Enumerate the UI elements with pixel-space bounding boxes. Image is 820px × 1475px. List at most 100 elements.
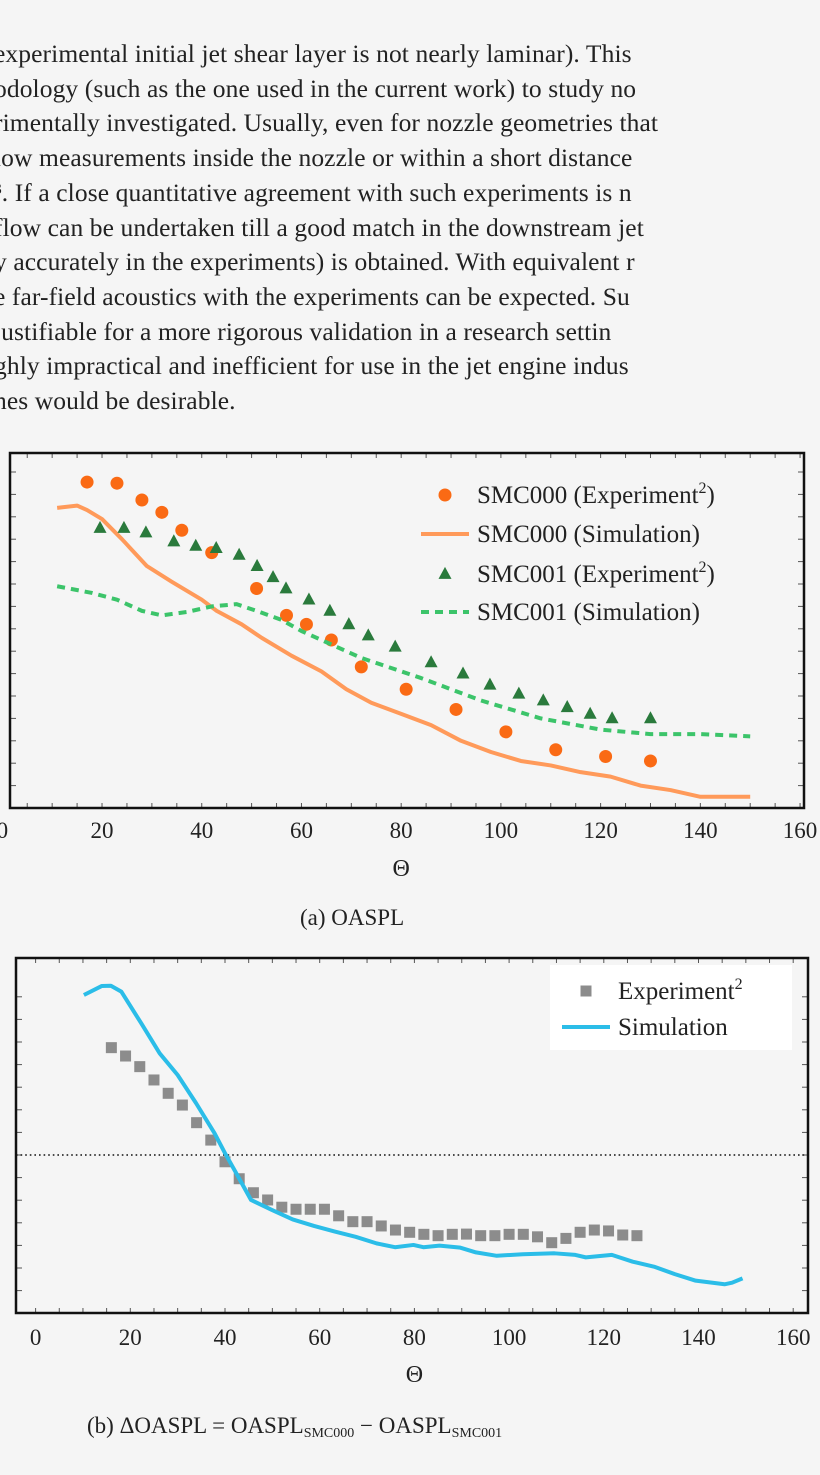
- legend-label: SMC001 (Simulation): [477, 599, 700, 626]
- legend-label: Experiment2: [618, 976, 743, 1005]
- data-point-triangle: [512, 686, 526, 699]
- legend-superscript: 2: [699, 559, 707, 576]
- data-point-square: [347, 1216, 359, 1228]
- caption-b-prefix: (b) ΔOASPL = OASPL: [87, 1413, 304, 1438]
- data-point-triangle: [424, 655, 438, 668]
- data-point-circle: [599, 749, 613, 763]
- data-point-square: [262, 1194, 274, 1206]
- series-smc000-simulation-: [56, 503, 751, 799]
- series-line: [82, 983, 744, 1287]
- data-point-circle: [280, 608, 294, 622]
- legend-label: SMC000 (Simulation): [477, 521, 700, 548]
- x-axis-label: Θ: [406, 1362, 423, 1388]
- data-point-circle: [175, 523, 189, 537]
- data-point-square: [631, 1230, 643, 1242]
- chart-1: 0 20 40 60 80 100 120 140 160 Θ Experiment2 Simulat…: [14, 956, 811, 1388]
- text-line: rimentally investigated. Usually, even f…: [0, 108, 659, 138]
- data-point-square: [489, 1230, 501, 1242]
- data-point-triangle: [323, 603, 337, 616]
- data-point-triangle: [605, 711, 619, 724]
- data-point-square: [546, 1237, 558, 1249]
- data-point-square: [475, 1230, 487, 1242]
- data-point-square: [389, 1224, 401, 1236]
- text-line: flow can be undertaken till a good match…: [0, 212, 644, 242]
- data-point-circle: [80, 475, 94, 489]
- x-tick-label: 60: [308, 1325, 331, 1350]
- data-point-square: [361, 1216, 373, 1228]
- legend-label-text: SMC000 (Simulation): [477, 521, 700, 548]
- text-line: ³. If a close quantitative agreement wit…: [0, 177, 632, 207]
- data-point-triangle: [232, 547, 246, 560]
- text-line: y accurately in the experiments) is obta…: [0, 247, 635, 277]
- data-point-circle: [110, 476, 124, 490]
- data-point-square: [574, 1226, 586, 1238]
- data-point-square: [148, 1074, 160, 1086]
- data-point-square: [603, 1225, 615, 1237]
- data-point-square: [560, 1232, 572, 1244]
- data-point-square: [617, 1229, 629, 1241]
- data-point-square: [176, 1099, 188, 1111]
- x-tick-label: 100: [492, 1325, 527, 1350]
- text-line: ghly impractical and inefficient for use…: [0, 351, 629, 381]
- data-point-circle: [449, 702, 463, 716]
- data-point-triangle: [361, 628, 375, 641]
- legend-label-text: Simulation: [618, 1014, 728, 1041]
- data-point-triangle: [250, 558, 264, 571]
- data-point-square: [247, 1187, 259, 1199]
- caption-b-sub2: SMC001: [451, 1426, 503, 1441]
- data-point-square: [580, 985, 592, 997]
- data-point-square: [532, 1231, 544, 1243]
- x-tick-label: 80: [390, 818, 413, 843]
- x-axis-label: Θ: [393, 856, 410, 882]
- x-tick-label: 60: [290, 818, 313, 843]
- data-point-square: [460, 1228, 472, 1240]
- data-point-circle: [438, 488, 452, 502]
- legend-label-text: SMC000 (Experiment: [477, 482, 699, 509]
- text-line: e far-field acoustics with the experimen…: [0, 281, 630, 311]
- data-point-square: [191, 1117, 203, 1129]
- data-point-triangle: [266, 570, 280, 583]
- x-tick-label: 140: [681, 1325, 716, 1350]
- data-point-square: [120, 1050, 132, 1062]
- x-tick-label: 160: [776, 1325, 811, 1350]
- series-smc001-simulation-: [56, 584, 751, 739]
- legend-label: SMC001 (Experiment2): [477, 559, 715, 588]
- series-line: [56, 503, 751, 799]
- legend-superscript: 2: [735, 976, 743, 993]
- data-point-triangle: [93, 520, 107, 533]
- x-tick-label: 0: [30, 1325, 42, 1350]
- data-point-square: [503, 1228, 515, 1240]
- x-tick-label: 100: [484, 818, 519, 843]
- data-point-triangle: [209, 541, 223, 554]
- legend-label: SMC000 (Experiment2): [477, 480, 715, 509]
- data-point-square: [304, 1203, 316, 1215]
- data-point-square: [418, 1228, 430, 1240]
- data-point-square: [404, 1226, 416, 1238]
- x-tick-label: 20: [119, 1325, 142, 1350]
- legend-label: Simulation: [618, 1014, 728, 1041]
- text-line: odology (such as the one used in the cur…: [0, 73, 637, 103]
- data-point-circle: [499, 725, 513, 739]
- data-point-circle: [643, 754, 657, 768]
- text-line: nes would be desirable.: [0, 386, 236, 415]
- data-point-circle: [135, 493, 149, 507]
- data-point-square: [588, 1224, 600, 1236]
- data-point-triangle: [139, 525, 153, 538]
- caption-b-sub1: SMC000: [303, 1426, 355, 1441]
- legend-suffix: ): [707, 561, 715, 588]
- data-point-triangle: [279, 581, 293, 594]
- data-point-triangle: [117, 520, 131, 533]
- data-point-square: [219, 1156, 231, 1168]
- plot-frame: [14, 956, 810, 1315]
- legend-superscript: 2: [699, 480, 707, 497]
- data-point-triangle: [167, 534, 181, 547]
- data-point-triangle: [342, 617, 356, 630]
- data-point-square: [290, 1203, 302, 1215]
- data-point-triangle: [536, 693, 550, 706]
- chart-0: 0 20 40 60 80 100 120 140 160 Θ SMC000 (Experiment…: [0, 451, 818, 882]
- data-point-square: [333, 1210, 345, 1222]
- data-point-triangle: [189, 538, 203, 551]
- data-point-triangle: [643, 711, 657, 724]
- x-tick-label: 160: [783, 818, 818, 843]
- legend-label-text: Experiment: [618, 978, 735, 1005]
